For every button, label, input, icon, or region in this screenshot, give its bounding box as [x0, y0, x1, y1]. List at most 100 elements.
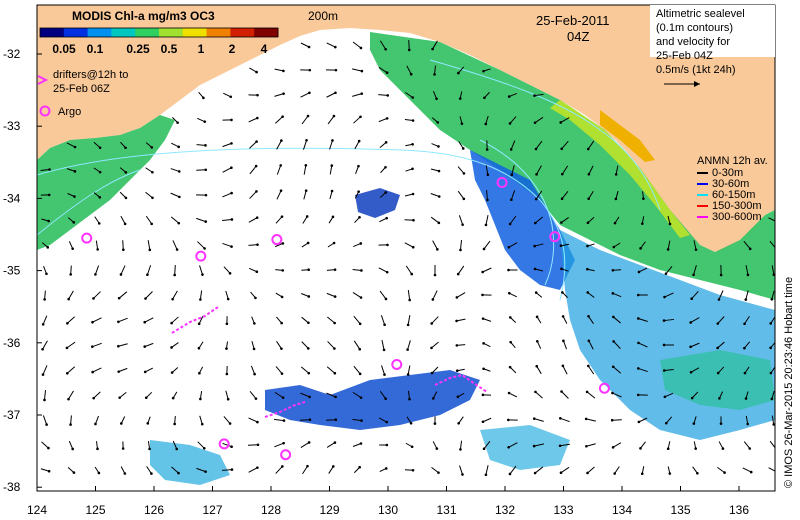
velocity-arrow-head [508, 316, 512, 319]
velocity-arrow-head [437, 221, 441, 225]
velocity-arrow [172, 440, 178, 450]
velocity-arrow-head [584, 417, 588, 421]
velocity-arrow [221, 469, 233, 471]
velocity-arrow-head [456, 395, 460, 399]
velocity-arrow [274, 391, 284, 399]
velocity-arrow [562, 340, 568, 350]
velocity-arrow [456, 318, 466, 322]
velocity-arrow-head [637, 367, 640, 370]
velocity-arrow [509, 366, 517, 374]
x-axis: 124 125 126 127 128 129 130 131 132 133 134 135 136 [27, 486, 749, 517]
velocity-arrow-head [308, 68, 312, 72]
velocity-arrow [225, 290, 229, 300]
velocity-arrow-head [484, 223, 488, 227]
velocity-arrow [93, 141, 101, 149]
velocity-arrow [588, 165, 594, 175]
velocity-arrow [745, 415, 749, 425]
velocity-arrow [67, 316, 75, 324]
velocity-arrow-head [307, 441, 311, 444]
velocity-arrow [119, 391, 127, 399]
velocity-arrow [407, 365, 411, 375]
velocity-arrow [118, 291, 128, 299]
velocity-arrow-head [586, 221, 590, 225]
velocity-arrow-head [717, 298, 721, 301]
velocity-arrow [248, 467, 258, 473]
velocity-arrow-head [560, 267, 563, 271]
velocity-arrow-head [411, 96, 414, 99]
velocity-arrow [406, 65, 412, 75]
velocity-arrow [744, 315, 750, 325]
velocity-arrow-head [255, 70, 258, 74]
velocity-arrow-head [47, 193, 51, 197]
velocity-arrow-head [409, 72, 413, 76]
velocity-arrow-head [642, 197, 645, 200]
velocity-arrow-head [614, 173, 618, 176]
velocity-arrow-head [71, 447, 74, 451]
altimetry-legend: Altimetric sealevel (0.1m contours) and … [650, 5, 775, 87]
velocity-arrow-head [358, 347, 362, 351]
velocity-arrow [42, 315, 48, 325]
velocity-arrow-head [384, 397, 387, 400]
velocity-arrow [197, 441, 205, 449]
velocity-arrow [665, 266, 673, 274]
velocity-arrow [326, 292, 336, 298]
velocity-arrow [586, 391, 596, 399]
velocity-arrow [638, 417, 648, 423]
velocity-arrow [303, 140, 307, 150]
velocity-arrow-head [117, 370, 121, 373]
velocity-arrow-head [614, 197, 618, 201]
velocity-arrow-head [41, 323, 45, 326]
velocity-arrow [43, 266, 47, 274]
velocity-arrow [92, 342, 102, 348]
velocity-arrow [430, 193, 440, 197]
velocity-arrow-head [692, 422, 696, 425]
velocity-arrow [146, 466, 152, 474]
velocity-arrow-head [689, 321, 693, 324]
velocity-arrow [771, 390, 775, 400]
velocity-arrow-head [230, 191, 233, 195]
velocity-arrow-head [204, 193, 208, 197]
velocity-arrow [613, 341, 621, 349]
velocity-arrow [174, 265, 176, 275]
velocity-arrow-head [534, 291, 538, 294]
velocity-arrow-head [612, 315, 615, 319]
velocity-arrow [667, 215, 671, 225]
velocity-arrow [94, 216, 100, 224]
velocity-arrow [94, 265, 100, 275]
velocity-arrow-head [43, 298, 46, 301]
velocity-arrow-head [333, 268, 337, 271]
velocity-arrow-head [330, 189, 334, 193]
velocity-arrow-head [534, 197, 538, 201]
velocity-arrow-head [386, 94, 390, 97]
velocity-arrow [534, 268, 544, 272]
velocity-arrow [95, 415, 99, 425]
velocity-arrow [692, 466, 698, 474]
velocity-arrow-head [746, 273, 750, 277]
velocity-arrow [742, 467, 752, 473]
velocity-arrow-head [769, 371, 773, 375]
velocity-arrow-head [561, 315, 565, 318]
map-time: 04Z [567, 29, 589, 44]
velocity-arrow [70, 265, 72, 275]
velocity-arrow [92, 367, 102, 373]
velocity-arrow-head [360, 69, 364, 73]
velocity-arrow [379, 40, 387, 50]
velocity-arrow-head [534, 390, 537, 394]
velocity-arrow-head [460, 122, 464, 125]
plot-frame [36, 4, 776, 492]
velocity-arrow-head [120, 422, 123, 425]
velocity-arrow-head [230, 166, 233, 170]
velocity-arrow-head [254, 164, 258, 168]
chl-coastal-high [550, 100, 690, 238]
velocity-arrow-head [692, 273, 695, 277]
velocity-arrow [172, 240, 178, 250]
velocity-arrow [638, 342, 648, 348]
velocity-arrow-head [560, 172, 564, 176]
velocity-arrow [534, 216, 544, 224]
velocity-arrow [612, 392, 622, 398]
velocity-arrow-head [410, 272, 414, 276]
velocity-arrow-head [484, 473, 488, 477]
velocity-arrow-head [437, 145, 440, 148]
velocity-arrow-head [306, 241, 310, 245]
colorbar-tick-label: 1 [198, 42, 205, 56]
